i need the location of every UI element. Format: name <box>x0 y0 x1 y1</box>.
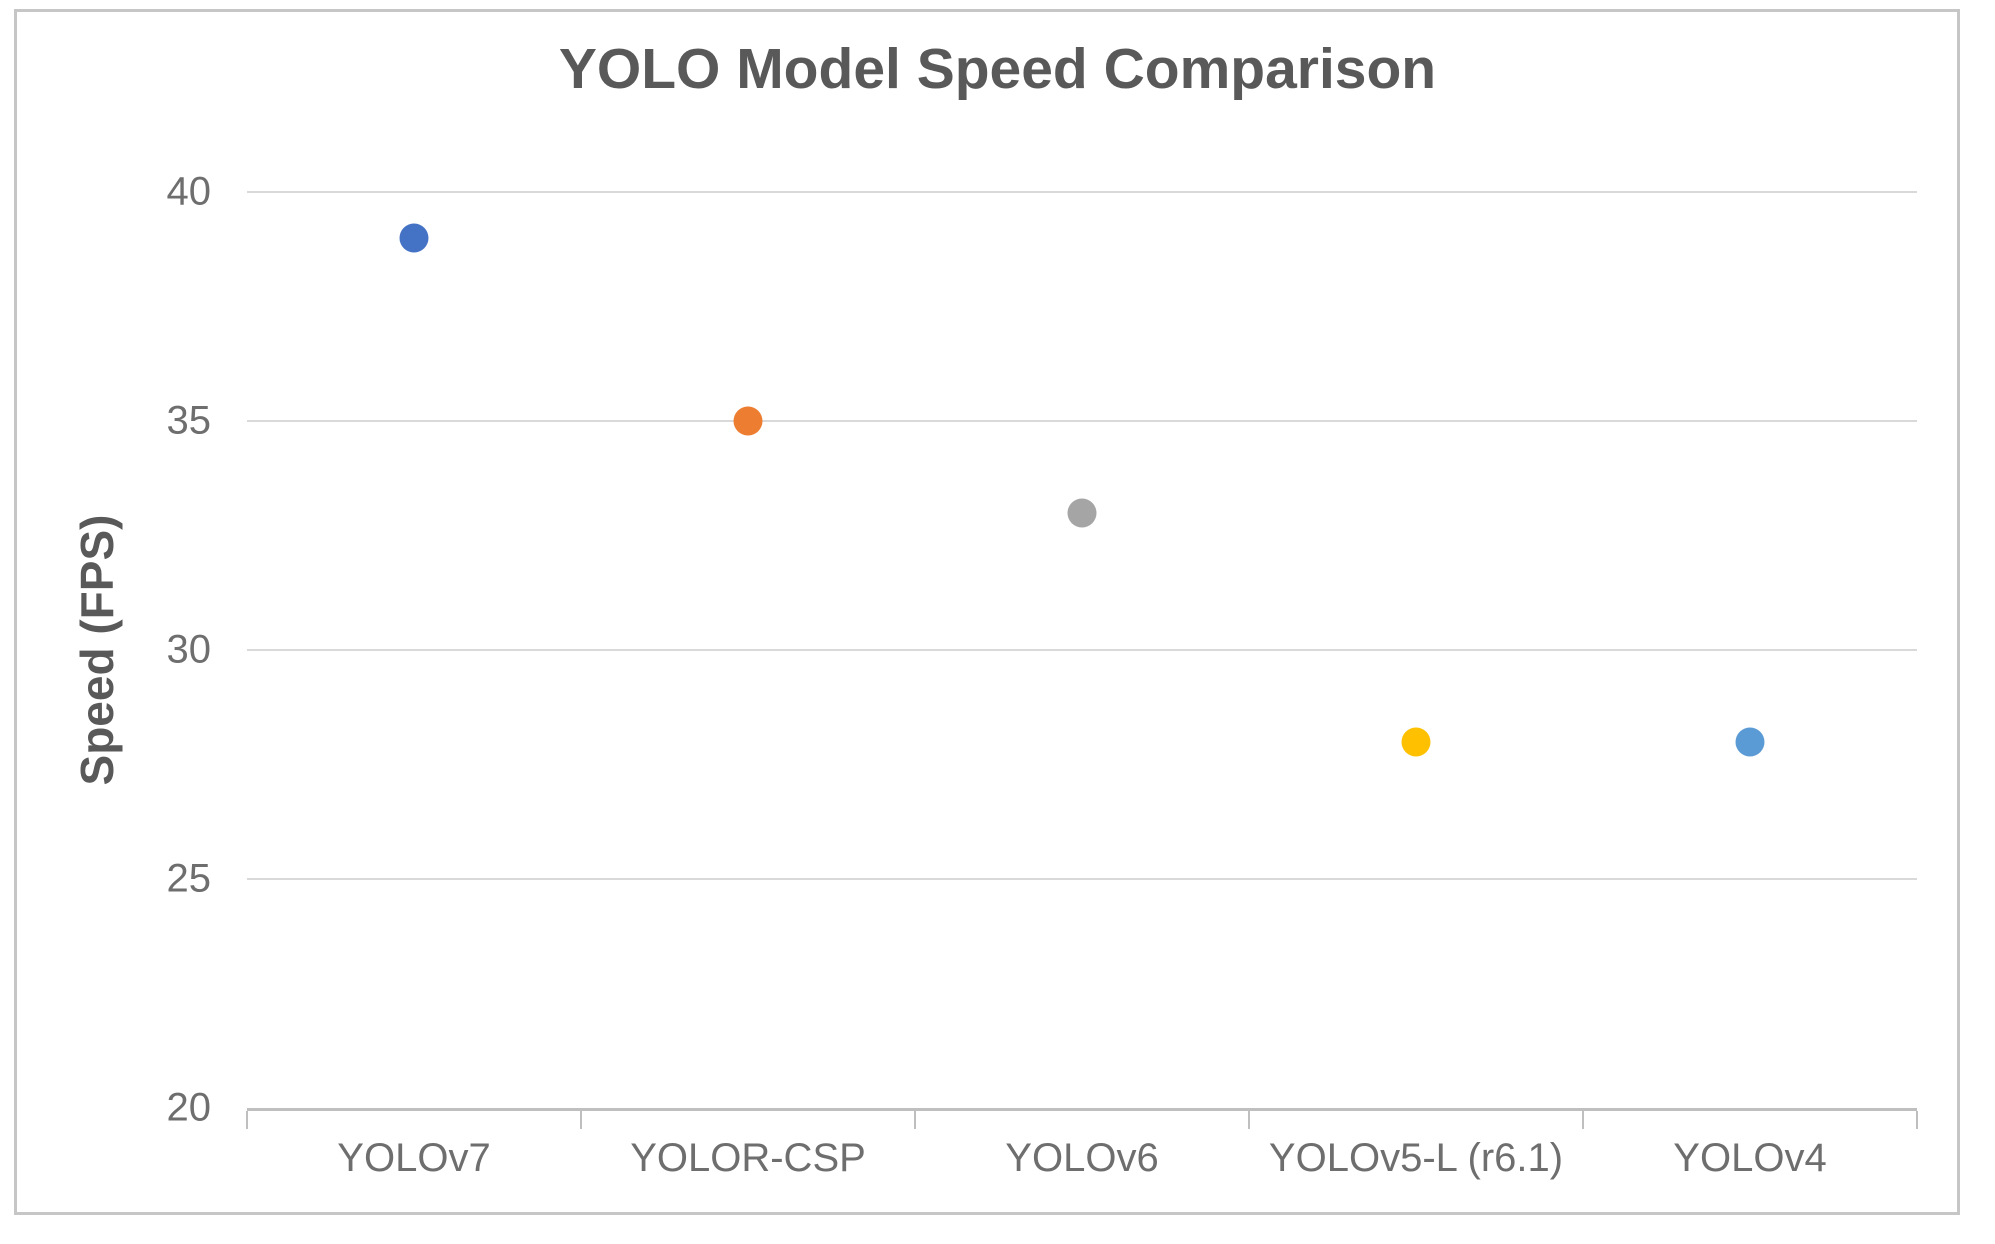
x-axis-tick <box>914 1111 916 1129</box>
x-category-label: YOLOv4 <box>1673 1136 1827 1180</box>
plot-area: 40 35 30 25 20 YOLOv7 YOLOR-CSP YOLOv6 YOLOv5-L … <box>167 170 1918 1180</box>
x-axis-tick <box>1248 1111 1250 1129</box>
y-tick-label: 30 <box>166 627 212 672</box>
data-point <box>1067 498 1097 528</box>
x-category-label: YOLOR-CSP <box>630 1136 866 1180</box>
x-axis-tick <box>580 1111 582 1129</box>
y-tick-label: 25 <box>166 856 212 901</box>
data-point <box>1735 727 1765 757</box>
data-point <box>733 406 763 436</box>
chart-title: YOLO Model Speed Comparison <box>558 37 1437 101</box>
data-point <box>399 223 429 253</box>
x-category-label: YOLOv6 <box>1005 1136 1159 1180</box>
gridline <box>247 420 1917 422</box>
y-tick-label: 40 <box>166 169 212 214</box>
gridline <box>247 191 1917 193</box>
chart-border-frame <box>14 9 1960 1215</box>
x-category-label: YOLOv7 <box>337 1136 491 1180</box>
x-axis-tick <box>246 1111 248 1129</box>
y-tick-label: 20 <box>166 1085 212 1130</box>
x-axis-tick <box>1582 1111 1584 1129</box>
x-axis-tick <box>1916 1111 1918 1129</box>
y-tick-label: 35 <box>166 398 212 443</box>
x-category-label: YOLOv5-L (r6.1) <box>1268 1136 1564 1180</box>
gridline <box>247 649 1917 651</box>
data-point <box>1401 727 1431 757</box>
gridline <box>247 878 1917 880</box>
